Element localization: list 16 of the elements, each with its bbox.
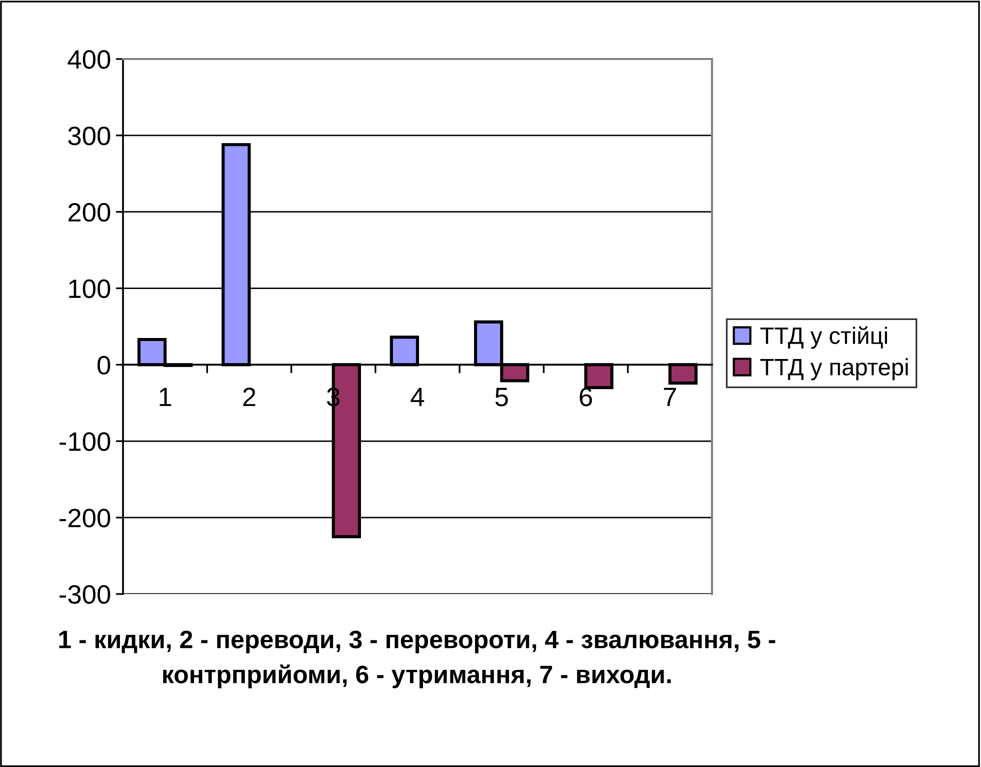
x-tick-label: 7 [664,388,676,406]
x-tick-label: 5 [495,388,508,406]
y-tick-label: -100 [60,432,110,451]
legend-label: ТТД у стійці [760,326,888,349]
y-tick-label: -200 [60,508,110,528]
y-tick-label: 300 [68,126,110,146]
y-tick-label: -300 [60,585,110,604]
legend-label: ТТД у партері [760,358,908,380]
x-tick-label: 1 [160,388,172,406]
x-axis-title: 1 - кидки, 2 - переводи, 3 - перевороти, 4 - звалювання, 5 - контрприйоми, 6 - утримання, 7 - виходи. [59,630,776,688]
x-tick-label: 4 [410,388,424,406]
y-tick-label: 400 [68,50,110,69]
x-tick-label: 2 [243,388,256,406]
y-tick-label: 200 [68,202,110,222]
y-tick-label: 100 [69,279,110,298]
y-tick-label: 0 [98,356,110,375]
